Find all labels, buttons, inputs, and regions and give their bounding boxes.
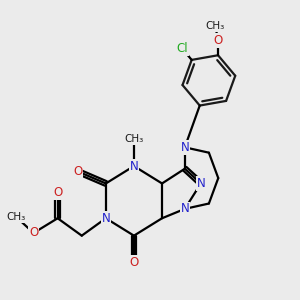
Text: N: N [180, 202, 189, 215]
Text: O: O [29, 226, 38, 239]
Text: N: N [180, 141, 189, 154]
Text: N: N [130, 160, 138, 172]
Text: N: N [101, 212, 110, 225]
Text: O: O [73, 165, 83, 178]
Text: O: O [129, 256, 139, 269]
Text: O: O [53, 186, 62, 199]
Text: O: O [213, 34, 223, 47]
Text: N: N [196, 177, 205, 190]
Text: CH₃: CH₃ [7, 212, 26, 222]
Text: CH₃: CH₃ [124, 134, 144, 144]
Text: CH₃: CH₃ [206, 21, 225, 31]
Text: Cl: Cl [176, 42, 188, 55]
